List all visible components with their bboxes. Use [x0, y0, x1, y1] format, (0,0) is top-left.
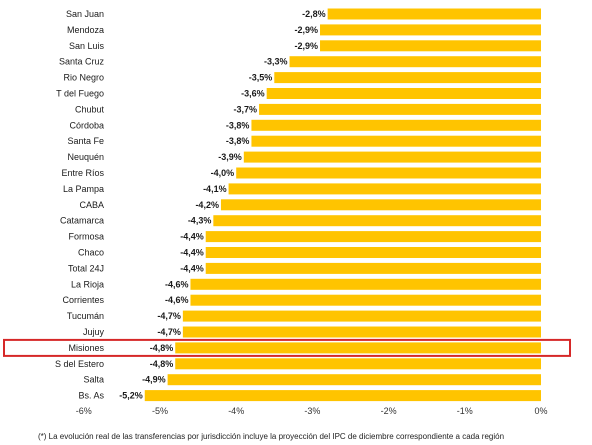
highlight-box — [3, 338, 571, 357]
category-label: S del Estero — [55, 359, 104, 369]
x-tick-label: -1% — [457, 406, 473, 416]
category-label: Rio Negro — [63, 73, 104, 83]
bar-neuqu-n — [243, 151, 541, 163]
value-label: -4,8% — [150, 343, 174, 353]
category-label: La Rioja — [71, 279, 104, 289]
bar-misiones — [175, 342, 542, 354]
bar-t-del-fuego — [266, 88, 541, 99]
category-label: Córdoba — [69, 120, 104, 130]
value-label: -5,2% — [119, 391, 143, 401]
category-label: T del Fuego — [56, 89, 104, 99]
value-label: -2,9% — [295, 25, 319, 35]
value-label: -4,4% — [180, 232, 204, 242]
category-label: Chaco — [78, 248, 104, 258]
value-label: -4,2% — [195, 200, 219, 210]
category-label: San Luis — [69, 41, 105, 51]
bar-chaco — [205, 247, 541, 258]
category-label: Jujuy — [83, 327, 105, 337]
value-label: -3,9% — [218, 152, 242, 162]
category-label: La Pampa — [63, 184, 104, 194]
x-tick-label: -6% — [76, 406, 92, 416]
value-label: -2,9% — [295, 41, 319, 51]
category-label: Misiones — [68, 343, 104, 353]
category-label: Chubut — [75, 104, 105, 114]
bar-mendoza — [320, 24, 541, 36]
value-label: -4,7% — [157, 311, 181, 321]
value-label: -4,0% — [211, 168, 235, 178]
value-label: -3,7% — [234, 104, 258, 114]
bar-chubut — [259, 103, 541, 115]
value-label: -3,8% — [226, 120, 250, 130]
category-label: Santa Fe — [67, 136, 104, 146]
bar-rio-negro — [274, 72, 541, 84]
x-tick-label: -3% — [304, 406, 320, 416]
value-label: -4,6% — [165, 295, 189, 305]
category-label: Total 24J — [68, 263, 104, 273]
bar-bs-as — [144, 390, 541, 402]
category-label: Catamarca — [60, 216, 104, 226]
bar-caba — [220, 199, 541, 211]
bar-s-del-estero — [175, 358, 542, 370]
footnote: (*) La evolución real de las transferenc… — [38, 432, 505, 441]
category-label: Salta — [83, 375, 104, 385]
value-label: -3,5% — [249, 73, 273, 83]
bar-jujuy — [182, 326, 542, 338]
category-label: Neuquén — [67, 152, 104, 162]
value-label: -4,4% — [180, 248, 204, 258]
category-label: Mendoza — [67, 25, 104, 35]
value-label: -4,4% — [180, 263, 204, 273]
value-label: -4,9% — [142, 375, 166, 385]
value-label: -3,8% — [226, 136, 250, 146]
category-label: CABA — [79, 200, 104, 210]
x-tick-label: 0% — [534, 406, 547, 416]
bar-san-luis — [320, 40, 541, 52]
value-label: -4,3% — [188, 216, 212, 226]
bar-la-rioja — [190, 278, 542, 290]
value-label: -4,8% — [150, 359, 174, 369]
category-label: Tucumán — [67, 311, 104, 321]
bar-c-rdoba — [251, 119, 541, 131]
bar-santa-cruz — [289, 56, 541, 68]
bar-tucum-n — [182, 310, 542, 322]
category-label: Santa Cruz — [59, 57, 105, 67]
category-label: San Juan — [66, 9, 104, 19]
bar-entre-r-os — [236, 167, 541, 179]
bar-salta — [167, 374, 541, 386]
value-label: -4,7% — [157, 327, 181, 337]
x-tick-label: -5% — [152, 406, 168, 416]
bar-corrientes — [190, 294, 542, 306]
bar-formosa — [205, 231, 541, 243]
category-label: Bs. As — [78, 391, 104, 401]
value-label: -2,8% — [302, 9, 326, 19]
bar-la-pampa — [228, 183, 541, 195]
category-label: Corrientes — [62, 295, 104, 305]
value-label: -3,6% — [241, 89, 265, 99]
x-tick-label: -2% — [381, 406, 397, 416]
category-label: Formosa — [68, 232, 104, 242]
bar-total-24j — [205, 262, 541, 274]
bar-catamarca — [213, 215, 541, 227]
value-label: -4,6% — [165, 279, 189, 289]
category-label: Entre Ríos — [61, 168, 104, 178]
value-label: -4,1% — [203, 184, 227, 194]
x-tick-label: -4% — [228, 406, 244, 416]
bar-san-juan — [327, 8, 541, 20]
value-label: -3,3% — [264, 57, 288, 67]
bar-santa-fe — [251, 135, 541, 147]
